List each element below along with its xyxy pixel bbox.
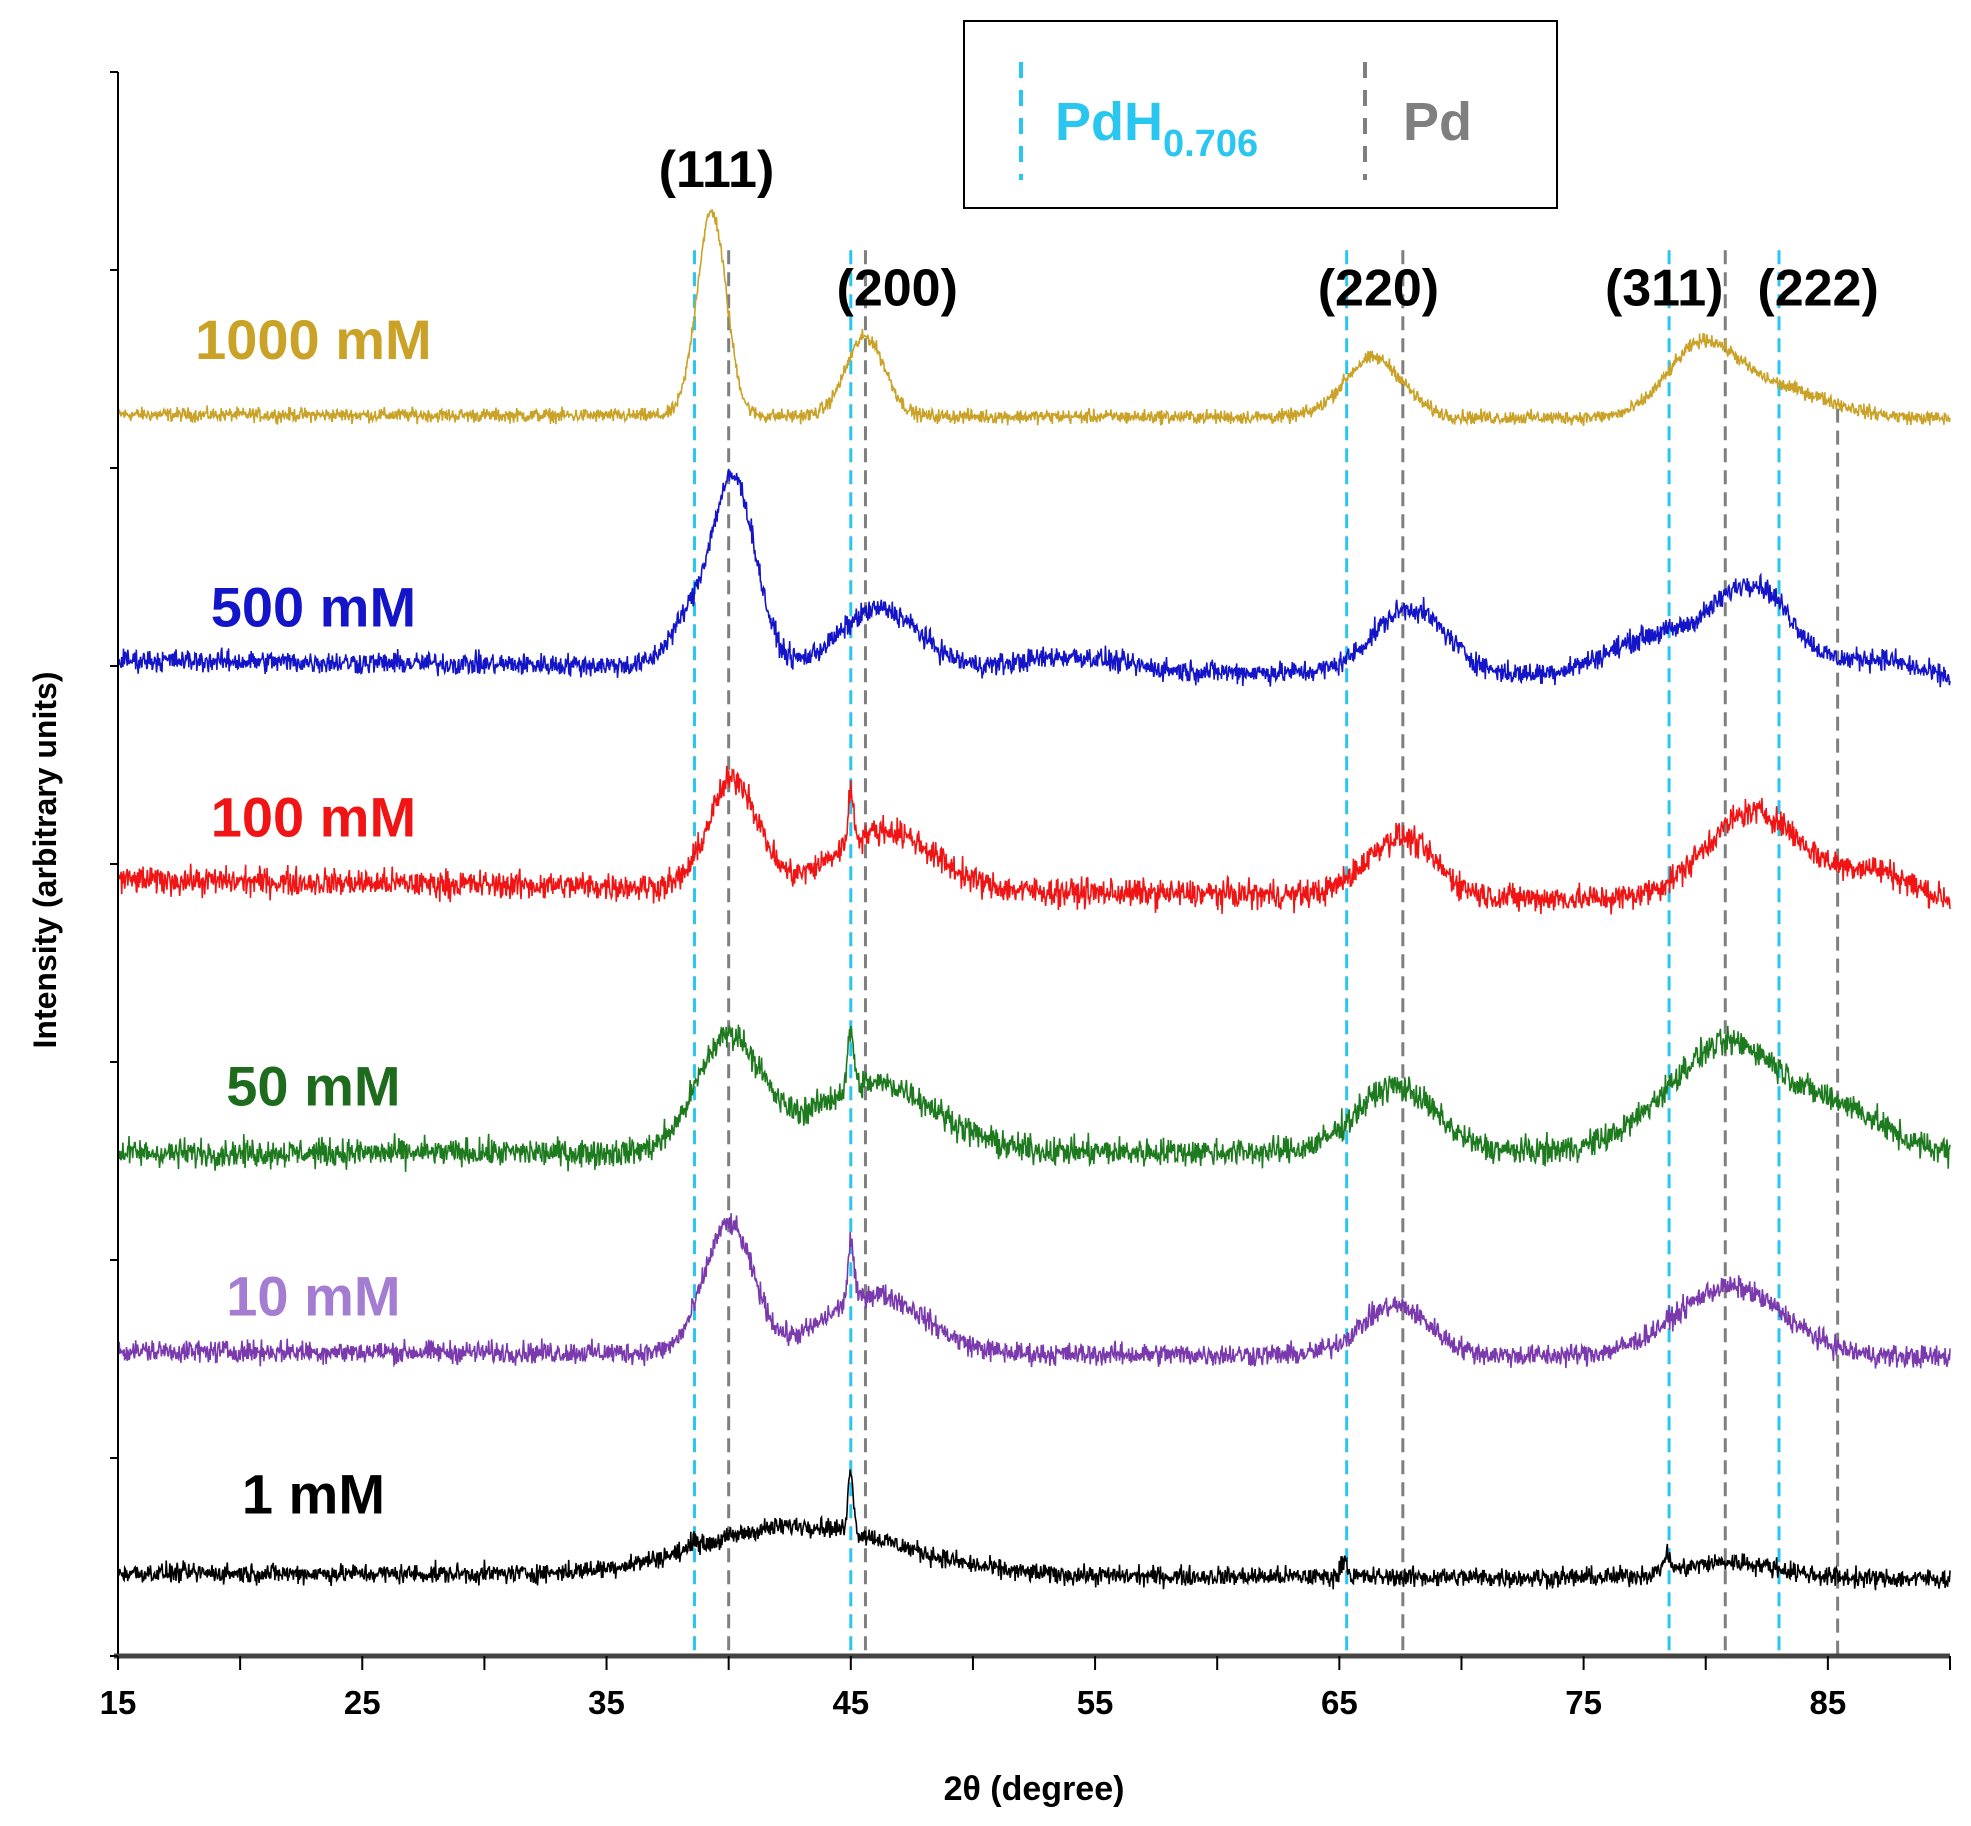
legend: PdH0.706 Pd <box>963 20 1558 209</box>
y-axis-label: Intensity (arbitrary units) <box>27 672 63 1049</box>
x-tick-label: 45 <box>832 1684 869 1721</box>
series-label: 1000 mM <box>195 308 432 371</box>
peak-label: (222) <box>1757 260 1878 318</box>
series-label: 100 mM <box>211 785 416 848</box>
peak-label: (111) <box>659 141 775 199</box>
series-line-100-mM <box>117 765 1951 915</box>
series-line-10-mM <box>117 1213 1951 1369</box>
labels: 1000 mM 500 mM 100 mM 50 mM 10 mM 1 mM (111) (2… <box>195 141 1879 1526</box>
series-label: 500 mM <box>211 575 416 638</box>
peak-label: (311) <box>1605 260 1724 318</box>
peak-label: (200) <box>837 260 958 318</box>
series-line-500-mM <box>117 468 1951 688</box>
x-tick-label: 55 <box>1077 1684 1114 1721</box>
x-tick-label: 25 <box>344 1684 381 1721</box>
series-label: 50 mM <box>226 1055 400 1118</box>
x-tick-label: 15 <box>100 1684 137 1721</box>
series-line-1000-mM <box>117 209 1951 427</box>
x-tick-label: 85 <box>1810 1684 1847 1721</box>
series-label: 1 mM <box>242 1462 385 1525</box>
reference-lines <box>692 250 1840 1656</box>
x-tick-label: 35 <box>588 1684 625 1721</box>
axes: 15 25 35 45 55 65 75 85 <box>100 71 1951 1721</box>
series-label: 10 mM <box>226 1264 400 1327</box>
legend-box <box>963 20 1558 209</box>
series-group <box>117 209 1951 1591</box>
x-tick-label: 75 <box>1565 1684 1602 1721</box>
legend-pdh-label: PdH0.706 <box>1055 92 1258 165</box>
x-tick-label: 65 <box>1321 1684 1358 1721</box>
peak-label: (220) <box>1318 260 1439 318</box>
series-line-1-mM <box>117 1469 1951 1591</box>
x-axis-label: 2θ (degree) <box>944 1770 1125 1808</box>
series-line-50-mM <box>117 1024 1951 1172</box>
legend-pd-label: Pd <box>1403 92 1472 152</box>
